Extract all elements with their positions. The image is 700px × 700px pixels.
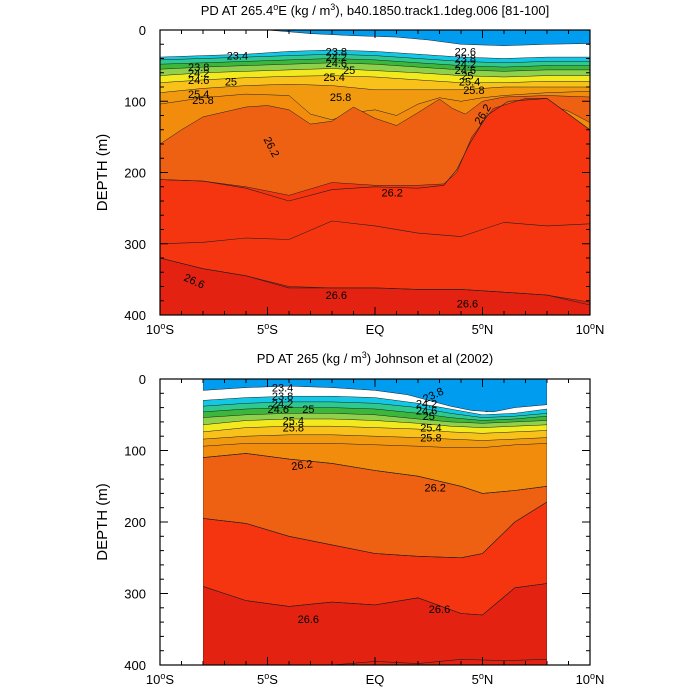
contour-label: 23.8 <box>188 62 209 74</box>
contour-label: 24.2 <box>188 68 209 80</box>
contour-label: 25.8 <box>192 95 213 107</box>
contour-label: 25 <box>343 65 355 77</box>
y-tick-label: 200 <box>124 515 146 530</box>
contour-label: 23.8 <box>455 54 476 66</box>
x-tick-label: 10oS <box>146 321 174 337</box>
y-axis-label: DEPTH (m) <box>94 134 111 212</box>
y-tick-label: 100 <box>124 444 146 459</box>
contour-label: 25.8 <box>330 92 351 104</box>
contour-line <box>160 220 590 245</box>
x-tick-label: 5oN <box>472 321 494 337</box>
contour-label: 25.4 <box>188 89 209 101</box>
contour-line <box>160 98 590 202</box>
contour-label: 24.2 <box>272 398 293 410</box>
contour-fill-layer <box>203 379 547 413</box>
contour-label: 24.6 <box>455 65 476 77</box>
y-tick-label: 400 <box>124 658 146 673</box>
contour-label: 25.4 <box>323 72 344 84</box>
contour-label: 26.2 <box>291 458 314 473</box>
x-tick-label: 5oN <box>472 671 494 687</box>
contour-label: 25.8 <box>283 423 304 435</box>
y-tick-label: 0 <box>139 372 146 387</box>
contour-label: 25.4 <box>283 415 304 427</box>
y-tick-label: 300 <box>124 587 146 602</box>
contour-label: 24.6 <box>188 75 209 87</box>
contour-label: 26.6 <box>326 290 347 302</box>
contour-label: 26.2 <box>424 483 445 495</box>
y-tick-label: 400 <box>124 308 146 323</box>
contour-line <box>203 501 547 559</box>
chart-title: PD AT 265.4oE (kg / m3), b40.1850.track1… <box>201 2 550 18</box>
contour-label: 25.4 <box>420 423 441 435</box>
contour-label: 25 <box>423 411 435 423</box>
contour-line <box>160 257 590 306</box>
contour-label: 26.6 <box>457 299 478 311</box>
x-tick-label: 5oS <box>257 671 278 687</box>
x-tick-label: 5oS <box>257 321 278 337</box>
contour-label: 25.8 <box>420 433 441 445</box>
y-tick-label: 300 <box>124 237 146 252</box>
contour-label: 24.2 <box>416 398 437 410</box>
contour-line <box>203 453 547 494</box>
x-tick-label: EQ <box>366 322 385 337</box>
x-tick-label: 10oS <box>146 671 174 687</box>
contour-fill-layer <box>267 30 590 46</box>
y-axis-label: DEPTH (m) <box>94 483 111 561</box>
chart-title: PD AT 265 (kg / m3) Johnson et al (2002) <box>257 350 494 366</box>
contour-label: 23.8 <box>326 46 347 58</box>
contour-label: 25 <box>302 404 314 416</box>
y-tick-label: 200 <box>124 166 146 181</box>
contour-label: 24.2 <box>326 52 347 64</box>
contour-label: 24.2 <box>455 59 476 71</box>
contour-label: 24.6 <box>268 404 289 416</box>
contour-label: 22.6 <box>455 46 476 58</box>
plot-area <box>203 379 547 665</box>
contour-label: 26.2 <box>381 187 402 199</box>
x-tick-label: 10oN <box>576 321 605 337</box>
y-tick-label: 100 <box>124 94 146 109</box>
contour-label: 25.8 <box>463 85 484 97</box>
panel-bottom: 23.423.824.224.6 2525.425.823.824.224.625… <box>94 350 604 687</box>
contour-label: 25.4 <box>459 76 480 88</box>
contour-label: 24.6 <box>416 405 437 417</box>
contour-label: 25 <box>461 71 473 83</box>
x-tick-label: EQ <box>366 672 385 687</box>
contour-label: 26.6 <box>429 604 450 616</box>
panel-top: 23.423.824.224.6 2525.425.823.824.224.625… <box>94 2 604 337</box>
contour-label: 26.6 <box>298 614 319 626</box>
contour-label: 25 <box>225 76 237 88</box>
plot-area <box>160 30 590 315</box>
contour-label: 23.8 <box>272 391 293 403</box>
contour-fill-layer <box>160 98 590 315</box>
contour-label: 23.4 <box>272 383 293 395</box>
contour-label: 24.6 <box>326 58 347 70</box>
x-tick-label: 10oN <box>576 671 605 687</box>
y-tick-label: 0 <box>139 23 146 38</box>
contour-label: 23.4 <box>227 51 248 63</box>
contour-line <box>203 583 547 616</box>
